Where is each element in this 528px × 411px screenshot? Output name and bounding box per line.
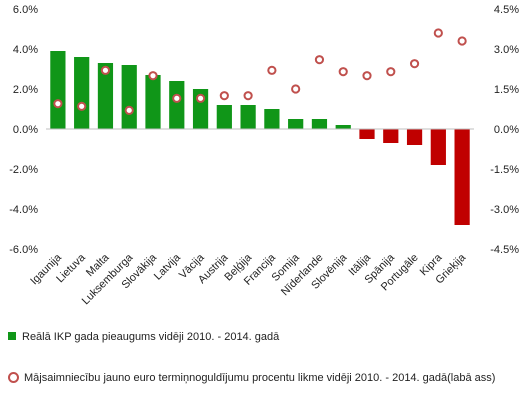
rate-marker — [148, 71, 158, 81]
left-tick-label: -4.0% — [9, 204, 38, 216]
left-tick-label: 0.0% — [13, 124, 38, 136]
left-tick-label: -6.0% — [9, 244, 38, 256]
legend-gdp-label: Reālā IKP gada pieaugums vidēji 2010. - … — [22, 331, 280, 343]
marker-series — [53, 28, 467, 115]
right-tick-label: 3.0% — [494, 44, 519, 56]
rate-marker — [291, 84, 301, 94]
rate-marker — [77, 101, 87, 111]
rate-marker — [124, 105, 134, 115]
legend-bar-swatch — [8, 332, 16, 341]
bar — [406, 129, 423, 145]
rate-marker — [100, 65, 111, 75]
left-tick-label: 6.0% — [13, 4, 38, 16]
rate-marker — [433, 28, 443, 38]
bar — [97, 63, 114, 129]
rate-marker — [457, 36, 467, 46]
left-tick-label: -2.0% — [9, 164, 38, 176]
bar — [121, 65, 137, 129]
right-tick-label: -4.5% — [490, 244, 519, 256]
bar — [240, 105, 256, 129]
right-tick-label: -3.0% — [490, 204, 519, 216]
left-tick-label: 4.0% — [13, 44, 38, 56]
bar — [383, 129, 399, 143]
rate-marker — [53, 99, 63, 109]
bar — [335, 125, 351, 129]
right-tick-label: 1.5% — [494, 84, 519, 96]
rate-marker — [267, 65, 277, 75]
rate-marker — [362, 71, 372, 81]
legend-deposit-label: Mājsaimniecību jauno euro termiņnoguldīj… — [24, 372, 496, 384]
bar — [359, 129, 375, 139]
rate-marker — [338, 67, 348, 77]
rate-marker — [386, 67, 396, 77]
rate-marker — [172, 93, 182, 103]
rate-marker — [409, 59, 420, 69]
bar — [145, 75, 161, 129]
rate-marker — [314, 55, 325, 65]
bar — [454, 129, 470, 225]
legend-item-deposit-rate: Mājsaimniecību jauno euro termiņnoguldīj… — [8, 371, 518, 385]
rate-marker — [195, 93, 206, 103]
bar — [74, 57, 90, 129]
bar — [50, 51, 66, 129]
category-axis: IgaunijaLietuvaMaltaLuksemburgaSlovākija… — [28, 250, 469, 307]
bar — [311, 119, 328, 129]
bar-series — [50, 51, 470, 225]
bar — [430, 129, 446, 165]
left-tick-label: 2.0% — [13, 84, 38, 96]
bar — [216, 105, 232, 129]
legend-item-gdp: Reālā IKP gada pieaugums vidēji 2010. - … — [8, 330, 279, 344]
left-axis: -6.0% -4.0% -2.0% 0.0% 2.0% 4.0% 6.0% — [9, 4, 38, 256]
right-axis: -4.5% -3.0% -1.5% 0.0% 1.5% 3.0% 4.5% — [490, 4, 519, 256]
bar — [288, 119, 304, 129]
bar — [264, 109, 280, 129]
right-tick-label: -1.5% — [490, 164, 519, 176]
rate-marker — [243, 91, 253, 101]
rate-marker — [219, 91, 229, 101]
right-tick-label: 4.5% — [494, 4, 519, 16]
legend-marker-swatch — [8, 371, 19, 383]
category-label: Latvija — [152, 251, 184, 283]
right-tick-label: 0.0% — [494, 124, 519, 136]
bar — [169, 81, 185, 129]
